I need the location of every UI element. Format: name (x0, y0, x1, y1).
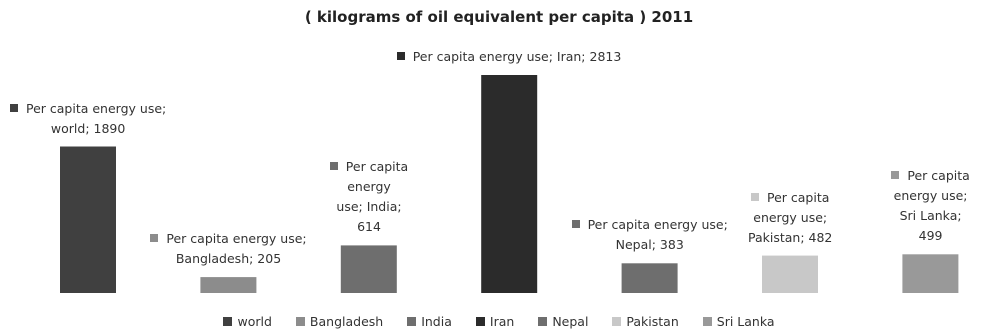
data-label-text: energy use; (893, 188, 968, 204)
data-label-text: Per capita energy use; (587, 217, 728, 233)
data-label-line: Pakistan; 482 (748, 228, 832, 248)
legend-label: India (421, 314, 452, 329)
data-label-text: Per capita energy use; Iran; 2813 (412, 49, 622, 64)
label-swatch (10, 103, 18, 112)
legend-swatch (223, 317, 233, 326)
legend-swatch (538, 317, 548, 326)
data-label-line: Per capita energy use; (10, 99, 166, 119)
data-label-line: 614 (330, 217, 408, 237)
bar-sri-lanka (902, 254, 959, 293)
data-label-sri-lanka: Per capita energy use; Sri Lanka; 499 (891, 166, 970, 246)
data-label-text: Per capita (907, 168, 970, 184)
legend-swatch (407, 317, 417, 326)
data-label-line: Sri Lanka; (891, 206, 969, 226)
data-label-line: Per capita (329, 157, 409, 177)
chart-legend: world Bangladesh India Iran Nepal Pakistan Sri… (0, 314, 998, 329)
data-label-line: Per capita energy use; Iran; 2813 (396, 47, 622, 67)
label-swatch (750, 192, 759, 201)
label-swatch (329, 162, 338, 171)
bar-pakistan (762, 255, 818, 293)
label-swatch (150, 234, 159, 243)
bar-nepal (621, 263, 678, 293)
legend-item-pakistan: Pakistan (612, 314, 679, 329)
data-label-line: use; India; (330, 197, 408, 217)
legend-item-world: world (223, 314, 272, 329)
legend-item-iran: Iran (475, 314, 515, 329)
data-label-line: Bangladesh; 205 (150, 249, 306, 269)
legend-label: Iran (489, 314, 515, 329)
data-label-line: energy use; (748, 208, 832, 228)
data-label-text: Per capita energy use; (166, 231, 307, 247)
bar-india (340, 245, 397, 293)
data-label-text: energy use; (753, 209, 828, 225)
data-label-line: energy use; (891, 186, 969, 206)
bar-bangladesh (200, 277, 257, 293)
data-label-text: Per capita (345, 159, 409, 175)
legend-item-india: India (407, 314, 452, 329)
data-label-text: energy (347, 179, 391, 195)
label-swatch (396, 52, 405, 60)
data-label-text: Sri Lanka; (899, 208, 962, 224)
legend-label: Nepal (552, 314, 589, 329)
data-label-line: Per capita (748, 188, 832, 208)
data-label-india: Per capita energy use; India; 614 (329, 157, 409, 237)
data-label-text: 499 (918, 228, 943, 244)
data-label-line: Nepal; 383 (572, 235, 728, 255)
chart-title: ( kilograms of oil equivalent per capita… (304, 8, 694, 26)
legend-swatch (612, 317, 622, 326)
legend-label: Bangladesh (309, 314, 384, 329)
legend-swatch (702, 317, 712, 326)
data-label-world: Per capita energy use; world; 1890 (10, 99, 166, 139)
legend-label: Sri Lanka (716, 314, 775, 329)
legend-swatch (295, 317, 305, 326)
legend-item-sri-lanka: Sri Lanka (702, 314, 775, 329)
legend-label: world (237, 314, 272, 329)
data-label-iran: Per capita energy use; Iran; 2813 (396, 47, 622, 67)
data-label-line: world; 1890 (10, 119, 166, 139)
label-swatch (571, 220, 580, 229)
data-label-pakistan: Per capita energy use; Pakistan; 482 (748, 188, 832, 248)
data-label-text: Bangladesh; 205 (175, 251, 282, 267)
data-label-text: 614 (357, 219, 381, 235)
data-label-text: Per capita (766, 189, 830, 205)
data-label-text: world; 1890 (50, 120, 126, 136)
legend-label: Pakistan (626, 314, 679, 329)
bar-world (60, 146, 116, 293)
legend-swatch (475, 317, 485, 326)
data-label-line: Per capita (891, 166, 970, 186)
data-label-nepal: Per capita energy use; Nepal; 383 (571, 215, 728, 255)
bar-iran (481, 75, 538, 293)
data-label-line: 499 (891, 226, 969, 246)
label-swatch (891, 171, 900, 180)
legend-item-nepal: Nepal (538, 314, 588, 329)
data-label-line: energy (330, 177, 408, 197)
data-label-text: Per capita energy use; (26, 100, 167, 116)
data-label-text: Nepal; 383 (615, 237, 684, 253)
data-label-line: Per capita energy use; (571, 215, 728, 235)
data-label-text: Pakistan; 482 (748, 229, 833, 245)
data-label-bangladesh: Per capita energy use; Bangladesh; 205 (150, 229, 307, 269)
data-label-text: use; India; (336, 199, 402, 215)
data-label-line: Per capita energy use; (150, 229, 307, 249)
legend-item-bangladesh: Bangladesh (295, 314, 384, 329)
